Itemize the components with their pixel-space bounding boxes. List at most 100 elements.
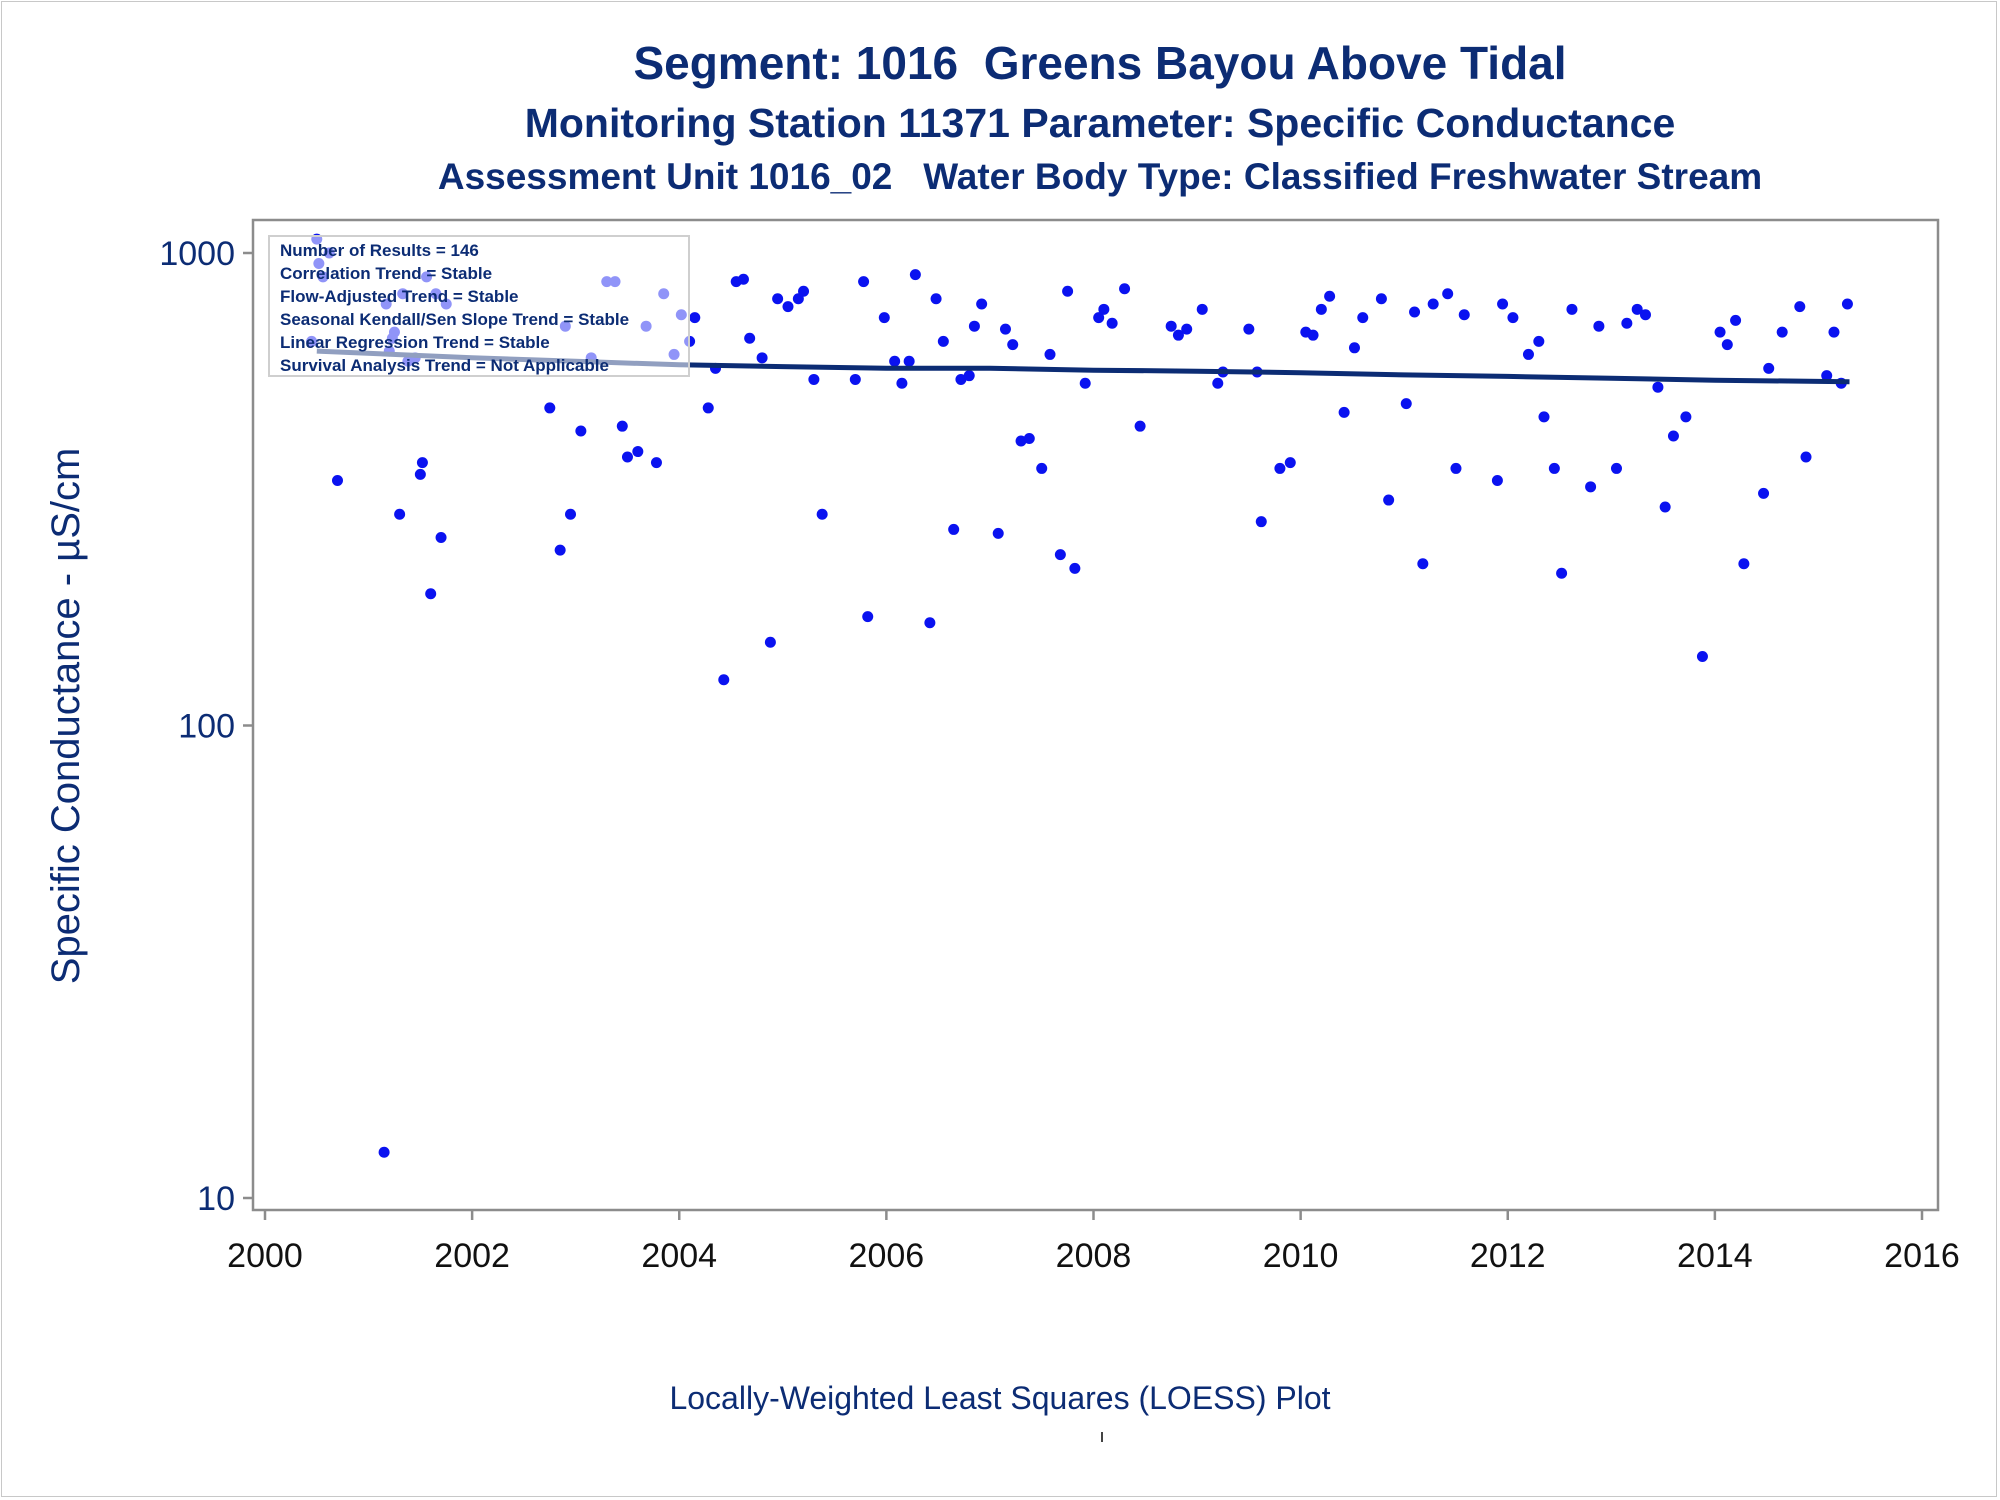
data-point	[1427, 298, 1439, 310]
data-point	[1409, 306, 1421, 318]
data-point	[1458, 309, 1470, 321]
data-point	[1134, 420, 1146, 432]
data-point	[1172, 329, 1184, 341]
data-point	[1738, 558, 1750, 570]
legend-line: Flow-Adjusted Trend = Stable	[280, 287, 519, 306]
data-point	[1758, 487, 1770, 499]
plot-footnote: Locally-Weighted Least Squares (LOESS) P…	[669, 1380, 1331, 1416]
data-point	[1079, 377, 1091, 389]
data-point	[968, 320, 980, 332]
data-point	[565, 508, 577, 520]
data-point	[718, 674, 730, 686]
data-point	[909, 269, 921, 281]
data-point	[1212, 377, 1224, 389]
data-point	[1621, 317, 1633, 329]
data-point	[1667, 430, 1679, 442]
x-tick-label: 2014	[1677, 1237, 1753, 1275]
data-point	[1324, 290, 1336, 302]
x-tick-label: 2010	[1263, 1237, 1339, 1275]
data-point	[632, 446, 644, 458]
data-point	[862, 611, 874, 623]
data-point	[1375, 293, 1387, 305]
data-point	[1659, 501, 1671, 513]
data-point	[816, 508, 828, 520]
data-point	[1062, 285, 1074, 297]
data-point	[1307, 329, 1319, 341]
data-point	[1315, 303, 1327, 315]
x-tick-label: 2002	[434, 1237, 510, 1275]
data-point	[1566, 303, 1578, 315]
data-point	[1497, 298, 1509, 310]
x-axis: 2000 2002 2004 2006 2008 2010 2012 2014 2016	[227, 1210, 1960, 1275]
data-point	[1243, 323, 1255, 335]
data-point	[1165, 320, 1177, 332]
data-point	[702, 402, 714, 414]
data-point	[737, 273, 749, 285]
data-point	[1652, 381, 1664, 393]
data-point	[544, 402, 556, 414]
data-point	[1348, 342, 1360, 354]
data-point	[331, 475, 343, 487]
data-point	[878, 312, 890, 324]
data-point	[1450, 462, 1462, 474]
data-point	[650, 457, 662, 469]
data-point	[992, 527, 1004, 539]
trend-stats-legend: Number of Results = 146 Correlation Tren…	[268, 235, 690, 377]
data-point	[1639, 309, 1651, 321]
data-point	[621, 451, 633, 463]
data-point	[1119, 283, 1131, 295]
data-point	[1338, 406, 1350, 418]
data-point	[1522, 348, 1534, 360]
data-point	[1400, 398, 1412, 410]
data-point	[394, 508, 406, 520]
data-point	[1610, 462, 1622, 474]
data-point	[756, 352, 768, 364]
x-tick-label: 2012	[1470, 1237, 1546, 1275]
data-point	[955, 373, 967, 385]
data-point	[1196, 303, 1208, 315]
data-point	[976, 298, 988, 310]
data-point	[1036, 462, 1048, 474]
chart-title: Segment: 1016 Greens Bayou Above Tidal	[633, 37, 1567, 89]
data-point	[616, 420, 628, 432]
data-point	[414, 468, 426, 480]
data-point	[554, 544, 566, 556]
data-point	[782, 301, 794, 313]
data-point	[849, 373, 861, 385]
data-point	[1093, 312, 1105, 324]
data-point	[937, 335, 949, 347]
data-point	[930, 293, 942, 305]
data-point	[1841, 298, 1853, 310]
data-point	[435, 531, 447, 543]
data-point	[798, 285, 810, 297]
legend-line: Number of Results = 146	[280, 241, 479, 260]
y-axis: 10 100 1000	[159, 235, 253, 1218]
data-point	[1007, 339, 1019, 351]
plot-area	[251, 218, 1940, 1212]
x-tick-label: 2000	[227, 1237, 303, 1275]
x-tick-label: 2006	[849, 1237, 925, 1275]
data-point	[1548, 462, 1560, 474]
data-point	[1794, 301, 1806, 313]
y-axis-label: Specific Conductance - µS/cm	[44, 448, 88, 985]
x-tick-label: 2004	[641, 1237, 717, 1275]
data-point	[575, 425, 587, 437]
y-tick-label: 10	[197, 1180, 235, 1218]
x-tick-label: 2016	[1884, 1237, 1960, 1275]
data-point	[1800, 451, 1812, 463]
data-point	[1593, 320, 1605, 332]
data-point	[1069, 562, 1081, 574]
data-point	[1442, 288, 1454, 300]
data-point	[1631, 303, 1643, 315]
data-point	[1023, 432, 1035, 444]
data-point	[1284, 457, 1296, 469]
data-point	[1417, 558, 1429, 570]
legend-line: Correlation Trend = Stable	[280, 264, 493, 283]
legend-line: Survival Analysis Trend = Not Applicable	[280, 356, 609, 375]
data-point	[948, 523, 960, 535]
chart-subtitle: Monitoring Station 11371 Parameter: Spec…	[524, 100, 1676, 146]
data-point	[999, 323, 1011, 335]
data-point	[1274, 462, 1286, 474]
data-point	[425, 588, 437, 600]
